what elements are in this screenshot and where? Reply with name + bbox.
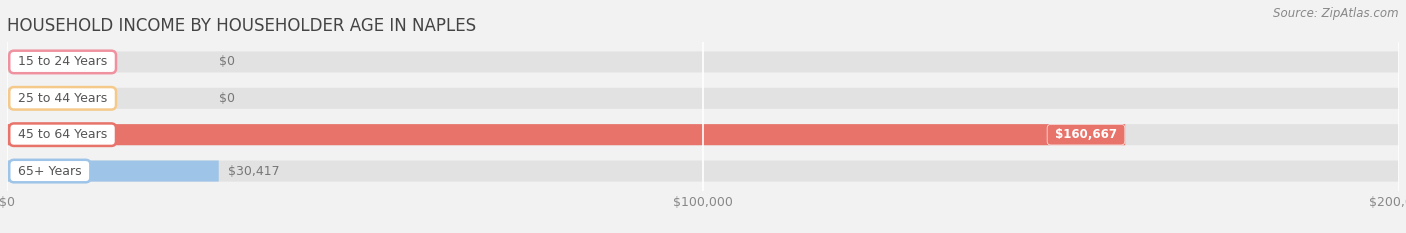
- Text: $0: $0: [218, 92, 235, 105]
- FancyBboxPatch shape: [7, 161, 219, 182]
- FancyBboxPatch shape: [7, 88, 1399, 109]
- Text: 15 to 24 Years: 15 to 24 Years: [14, 55, 111, 69]
- Text: Source: ZipAtlas.com: Source: ZipAtlas.com: [1274, 7, 1399, 20]
- Text: $30,417: $30,417: [228, 164, 280, 178]
- Text: $0: $0: [218, 55, 235, 69]
- FancyBboxPatch shape: [7, 51, 1399, 72]
- Text: 45 to 64 Years: 45 to 64 Years: [14, 128, 111, 141]
- Text: HOUSEHOLD INCOME BY HOUSEHOLDER AGE IN NAPLES: HOUSEHOLD INCOME BY HOUSEHOLDER AGE IN N…: [7, 17, 477, 35]
- FancyBboxPatch shape: [7, 161, 1399, 182]
- FancyBboxPatch shape: [7, 124, 1399, 145]
- Text: 25 to 44 Years: 25 to 44 Years: [14, 92, 111, 105]
- Text: 65+ Years: 65+ Years: [14, 164, 86, 178]
- Text: $160,667: $160,667: [1050, 128, 1121, 141]
- FancyBboxPatch shape: [7, 124, 1125, 145]
